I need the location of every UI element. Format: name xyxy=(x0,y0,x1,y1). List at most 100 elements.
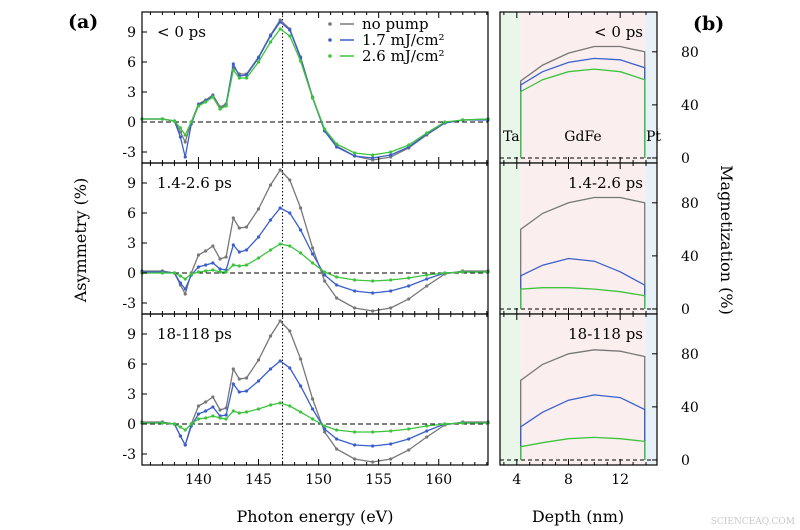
data-point xyxy=(244,376,249,380)
data-point xyxy=(268,40,273,44)
data-point xyxy=(218,270,222,274)
data-point xyxy=(183,292,187,296)
data-point xyxy=(178,281,183,285)
data-point xyxy=(183,140,187,144)
data-point xyxy=(288,28,292,32)
data-point xyxy=(211,405,215,409)
data-point xyxy=(244,389,249,393)
y-tick-label: 3 xyxy=(127,387,136,403)
data-point xyxy=(335,296,339,300)
data-point xyxy=(323,279,327,283)
data-point xyxy=(178,135,183,139)
data-point xyxy=(298,384,303,388)
region-pt xyxy=(644,12,657,163)
data-point xyxy=(224,255,228,259)
data-point xyxy=(204,409,208,413)
data-point xyxy=(231,263,235,267)
data-point xyxy=(196,253,201,257)
data-point xyxy=(310,261,315,265)
y-tick-label: 0 xyxy=(681,302,690,318)
data-point xyxy=(371,309,375,313)
legend-marker xyxy=(328,22,332,26)
data-point xyxy=(237,226,241,230)
data-point xyxy=(160,117,165,121)
data-point xyxy=(407,448,411,452)
data-point xyxy=(407,143,411,147)
data-point xyxy=(256,235,261,239)
data-point xyxy=(231,409,235,413)
data-point xyxy=(231,367,235,371)
data-point xyxy=(389,442,393,446)
magnetization-panel-1: 0 40 80 1.4-2.6 ps xyxy=(499,162,699,318)
series-line-1 xyxy=(142,360,488,447)
data-point xyxy=(310,252,315,256)
panel-time-label: < 0 ps xyxy=(594,23,643,41)
data-point xyxy=(288,178,292,182)
data-point xyxy=(172,422,177,426)
data-point xyxy=(178,274,183,278)
panel-time-label: 1.4-2.6 ps xyxy=(568,174,643,192)
panel-a-label: (a) xyxy=(68,11,98,33)
data-point xyxy=(231,62,235,66)
x-tick-label: 8 xyxy=(564,472,573,488)
region-pt xyxy=(644,314,657,465)
data-point xyxy=(268,248,273,252)
data-point xyxy=(196,417,201,421)
data-point xyxy=(335,275,339,279)
data-point xyxy=(389,429,393,433)
data-point xyxy=(196,270,201,274)
panel-frame xyxy=(499,313,658,466)
data-point xyxy=(371,153,375,157)
data-point xyxy=(256,207,261,211)
data-point xyxy=(196,104,201,108)
data-point xyxy=(288,244,292,248)
panel-time-label: 1.4-2.6 ps xyxy=(157,174,232,192)
profile-line-0 xyxy=(520,45,646,158)
data-point xyxy=(183,277,187,281)
data-point xyxy=(256,56,261,60)
data-point xyxy=(389,153,393,157)
y-tick-label: 3 xyxy=(127,85,136,101)
data-point xyxy=(323,273,327,277)
data-point xyxy=(256,379,261,383)
data-point xyxy=(244,73,249,77)
magnetization-panel-0: 0 40 80 < 0 ps Ta GdFe Pt xyxy=(499,11,699,167)
data-point xyxy=(196,404,201,408)
panel-frame xyxy=(141,313,489,466)
data-point xyxy=(407,427,411,431)
x-tick-label: 12 xyxy=(611,472,629,488)
data-point xyxy=(268,34,273,38)
series-line-2 xyxy=(142,28,489,156)
x-tick-label: 150 xyxy=(305,472,332,488)
data-point xyxy=(268,367,273,371)
data-point xyxy=(278,401,282,405)
data-point xyxy=(183,287,187,291)
data-point xyxy=(425,424,429,428)
asymmetry-panel-1: -3 0 3 6 9 1.4-2.6 ps xyxy=(122,162,490,315)
data-point xyxy=(389,150,393,154)
data-point xyxy=(278,319,282,323)
data-point xyxy=(335,437,339,441)
data-point xyxy=(237,377,241,381)
data-point xyxy=(278,27,282,31)
series-line-1 xyxy=(142,207,488,294)
data-point xyxy=(371,279,375,283)
y-tick-label: 40 xyxy=(681,98,699,114)
data-point xyxy=(178,126,183,130)
data-point xyxy=(231,216,235,220)
x-tick-label: 155 xyxy=(365,472,392,488)
data-point xyxy=(298,251,303,255)
watermark: SCIENCEAQ.COM xyxy=(711,517,795,527)
data-point xyxy=(224,417,228,421)
y-axis-label-magnetization: Magnetization (%) xyxy=(717,165,736,315)
data-point xyxy=(218,107,222,111)
data-point xyxy=(244,76,249,80)
data-point xyxy=(323,127,327,131)
data-point xyxy=(256,256,261,260)
data-point xyxy=(288,366,292,370)
legend-label: 2.6 mJ/cm² xyxy=(362,47,445,65)
data-point xyxy=(237,411,241,415)
data-point xyxy=(335,145,339,149)
data-point xyxy=(425,284,429,288)
data-point xyxy=(323,430,327,434)
